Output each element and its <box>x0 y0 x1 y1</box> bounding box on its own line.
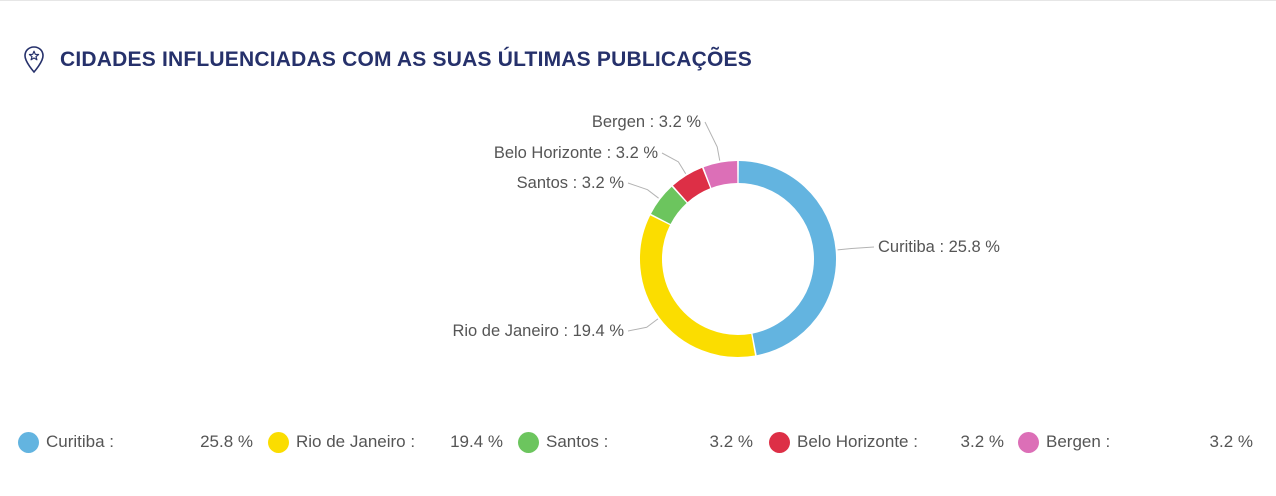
leader-line-santos <box>627 182 659 199</box>
slice-bergen[interactable] <box>703 161 738 188</box>
leader-line-belo-horizonte <box>661 152 687 175</box>
legend-swatch <box>769 431 790 453</box>
slice-santos[interactable] <box>651 186 687 225</box>
legend-label: Rio de Janeiro : <box>296 432 416 451</box>
slice-belo-horizonte[interactable] <box>673 167 711 203</box>
legend-value: 3.2 % <box>709 432 753 451</box>
slice-label-curitiba: Curitiba : 25.8 % <box>878 238 1000 256</box>
legend-item-curitiba: Curitiba : 25.8 % <box>18 428 253 456</box>
slice-curitiba[interactable] <box>738 161 836 356</box>
leader-line-rio-de-janeiro <box>627 318 659 332</box>
legend-value: 3.2 % <box>960 432 1004 451</box>
legend-label: Belo Horizonte : <box>797 432 918 451</box>
top-divider <box>0 0 1276 1</box>
legend-item-santos: Santos : 3.2 % <box>518 428 753 456</box>
legend-value: 3.2 % <box>1209 432 1253 451</box>
slice-label-bergen: Bergen : 3.2 % <box>592 113 701 131</box>
section-header: CIDADES INFLUENCIADAS COM AS SUAS ÚLTIMA… <box>22 44 752 76</box>
slice-label-rio-de-janeiro: Rio de Janeiro : 19.4 % <box>452 322 624 340</box>
legend-swatch <box>18 431 39 453</box>
donut-chart: Curitiba : 25.8 % Rio de Janeiro : 19.4 %… <box>452 113 1000 357</box>
legend-item-belo-horizonte: Belo Horizonte : 3.2 % <box>769 428 1004 456</box>
slice-label-santos: Santos : 3.2 % <box>517 174 625 192</box>
legend-value: 25.8 % <box>200 432 253 451</box>
legend-label: Curitiba : <box>46 432 115 451</box>
legend-swatch <box>268 431 289 453</box>
legend-label: Santos : <box>546 432 609 451</box>
slice-rio-de-janeiro[interactable] <box>640 215 756 357</box>
map-pin-star-icon <box>24 46 44 74</box>
leader-line-bergen <box>704 121 721 161</box>
legend-label: Bergen : <box>1046 432 1111 451</box>
chart-legend: Curitiba : 25.8 % Rio de Janeiro : 19.4 … <box>18 428 1258 456</box>
legend-item-bergen: Bergen : 3.2 % <box>1018 428 1253 456</box>
legend-item-rio-de-janeiro: Rio de Janeiro : 19.4 % <box>268 428 503 456</box>
leader-line-curitiba <box>837 246 875 251</box>
page-title: CIDADES INFLUENCIADAS COM AS SUAS ÚLTIMA… <box>60 48 752 71</box>
legend-swatch <box>518 431 539 453</box>
slice-label-belo-horizonte: Belo Horizonte : 3.2 % <box>494 144 658 162</box>
legend-swatch <box>1018 431 1039 453</box>
legend-value: 19.4 % <box>450 432 503 451</box>
